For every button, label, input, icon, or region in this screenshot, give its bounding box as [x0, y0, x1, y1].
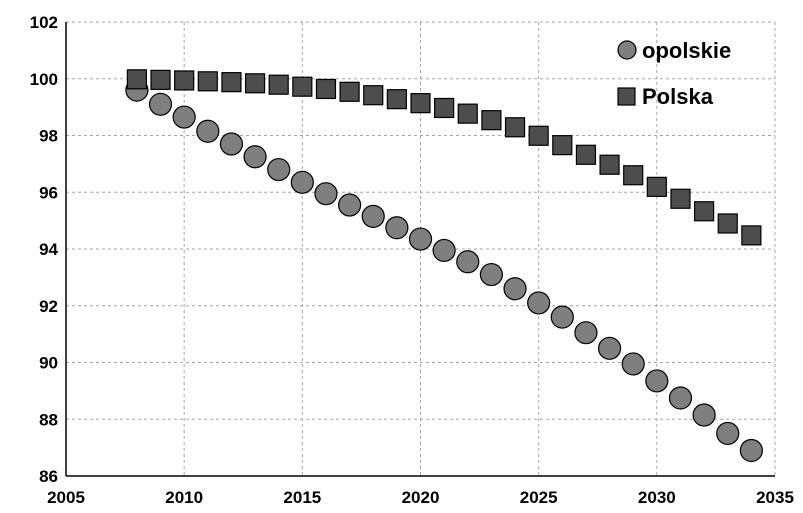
y-tick-label: 98 — [39, 127, 58, 146]
x-tick-label: 2005 — [47, 488, 85, 507]
data-point — [315, 78, 337, 100]
data-point — [623, 165, 644, 186]
data-point — [456, 250, 480, 274]
series-polska — [126, 69, 762, 246]
x-tick-label: 2020 — [402, 488, 440, 507]
data-point — [385, 216, 409, 240]
data-point — [196, 119, 220, 143]
data-point — [338, 193, 362, 217]
data-point — [126, 69, 148, 90]
data-point — [434, 97, 455, 119]
series-opolskie — [125, 78, 763, 463]
data-point — [267, 157, 291, 182]
y-tick-label: 88 — [39, 410, 58, 429]
x-tick-label: 2030 — [638, 488, 676, 507]
data-point — [550, 305, 574, 329]
data-point — [363, 85, 384, 106]
data-point — [148, 92, 173, 116]
data-point — [504, 117, 526, 138]
data-series — [125, 69, 763, 463]
data-point — [597, 336, 622, 360]
legend: opolskie Polska — [617, 38, 731, 109]
data-point — [150, 69, 171, 90]
data-point — [716, 421, 740, 446]
data-point — [386, 89, 407, 110]
data-point — [481, 110, 502, 131]
data-point — [575, 144, 597, 165]
data-point — [268, 74, 289, 95]
data-point — [457, 103, 478, 124]
data-point — [528, 125, 549, 146]
data-point — [552, 135, 573, 156]
y-tick-label: 94 — [39, 240, 58, 259]
data-point — [243, 145, 267, 169]
data-point — [479, 262, 503, 287]
data-point — [410, 93, 431, 114]
legend-label-polska: Polska — [642, 84, 714, 109]
data-point — [739, 438, 763, 463]
data-point — [197, 71, 218, 92]
legend-label-opolskie: opolskie — [642, 38, 731, 63]
data-point — [432, 238, 456, 263]
data-point — [670, 188, 691, 209]
data-point — [574, 321, 598, 345]
data-point — [292, 76, 313, 97]
y-tick-label: 96 — [39, 183, 58, 202]
data-point — [646, 176, 667, 197]
y-tick-label: 86 — [39, 467, 58, 486]
axes — [65, 22, 775, 477]
y-tick-label: 92 — [39, 297, 58, 316]
data-point — [172, 105, 196, 129]
data-point — [503, 277, 527, 301]
legend-marker-opolskie — [617, 40, 637, 60]
data-point — [692, 403, 716, 427]
data-point — [668, 386, 693, 410]
data-point — [408, 227, 433, 251]
data-point — [717, 213, 738, 234]
data-point — [339, 81, 360, 102]
data-point — [290, 170, 314, 194]
data-point — [219, 132, 244, 156]
data-point — [599, 154, 620, 175]
data-point — [174, 70, 195, 91]
data-point — [621, 352, 645, 376]
data-point — [693, 201, 715, 222]
data-point — [221, 72, 242, 93]
data-point — [361, 204, 385, 228]
x-tick-label: 2035 — [756, 488, 794, 507]
data-point — [314, 182, 338, 206]
x-tick-label: 2025 — [520, 488, 558, 507]
data-point — [244, 73, 266, 94]
data-point — [527, 291, 551, 315]
x-tick-label: 2015 — [283, 488, 321, 507]
x-tick-labels: 2005 2010 2015 2020 2025 2030 2035 — [47, 488, 794, 507]
x-tick-label: 2010 — [165, 488, 203, 507]
y-tick-label: 102 — [30, 13, 58, 32]
data-point — [645, 369, 669, 393]
data-point — [741, 225, 762, 246]
y-tick-labels: 86 88 90 92 94 96 98 100 102 — [30, 13, 59, 486]
y-tick-label: 100 — [30, 70, 58, 89]
y-tick-label: 90 — [39, 354, 58, 373]
legend-marker-polska — [617, 87, 636, 106]
